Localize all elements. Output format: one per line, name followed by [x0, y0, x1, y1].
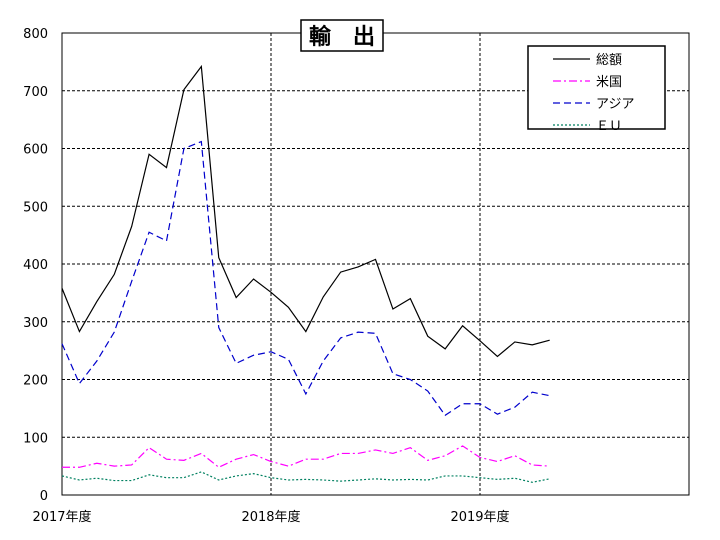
y-tick-label: 600 [23, 143, 48, 158]
legend-label: 総額 [596, 53, 622, 68]
y-tick-label: 800 [23, 27, 48, 42]
y-axis-ticks: 0 100 200 300 400 500 600 700 800 [23, 27, 48, 504]
y-tick-label: 200 [23, 374, 48, 389]
x-tick-label: 2019年度 [450, 509, 509, 525]
y-tick-label: 100 [23, 431, 48, 446]
chart-title-box: 輸 出 [300, 19, 384, 52]
y-tick-label: 500 [23, 200, 48, 215]
series-line [61, 140, 550, 417]
legend-label: 米国 [596, 75, 622, 90]
legend-label: アジア [596, 97, 634, 112]
series-line [61, 64, 550, 358]
legend-label: ＥＵ [596, 119, 622, 134]
y-tick-label: 300 [23, 316, 48, 331]
series-line [62, 445, 550, 468]
legend-box [527, 45, 666, 130]
y-tick-label: 0 [40, 489, 48, 504]
x-tick-label: 2018年度 [241, 509, 300, 525]
y-tick-label: 700 [23, 85, 48, 100]
x-tick-label: 2017年度 [32, 509, 91, 525]
chart-title: 輸 出 [309, 24, 375, 50]
series-line [61, 471, 550, 483]
y-tick-label: 400 [23, 258, 48, 273]
series-lines [61, 64, 550, 483]
x-axis-ticks: 2017年度 2018年度 2019年度 [32, 509, 509, 525]
